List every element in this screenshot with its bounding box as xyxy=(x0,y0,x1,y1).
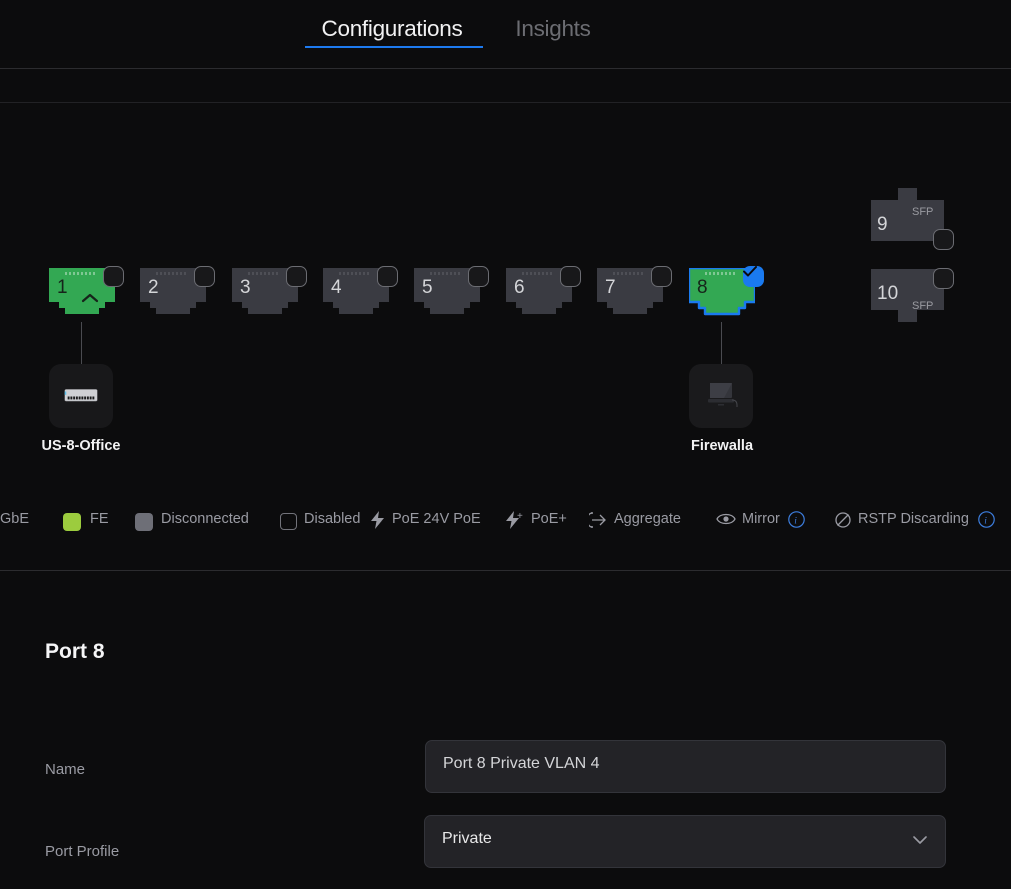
svg-text:SFP: SFP xyxy=(912,206,933,218)
svg-text:+: + xyxy=(517,511,523,522)
svg-text:3: 3 xyxy=(240,277,251,298)
svg-text:10: 10 xyxy=(877,283,898,304)
svg-text:i: i xyxy=(984,516,987,526)
svg-text:8: 8 xyxy=(697,277,708,298)
svg-text:i: i xyxy=(794,516,797,526)
svg-text:9: 9 xyxy=(877,214,888,235)
svg-text:4: 4 xyxy=(331,277,342,298)
svg-text:2: 2 xyxy=(148,277,159,298)
svg-text:6: 6 xyxy=(514,277,525,298)
svg-text:SFP: SFP xyxy=(912,300,933,312)
svg-text:5: 5 xyxy=(422,277,433,298)
svg-text:1: 1 xyxy=(57,277,68,298)
svg-text:7: 7 xyxy=(605,277,616,298)
